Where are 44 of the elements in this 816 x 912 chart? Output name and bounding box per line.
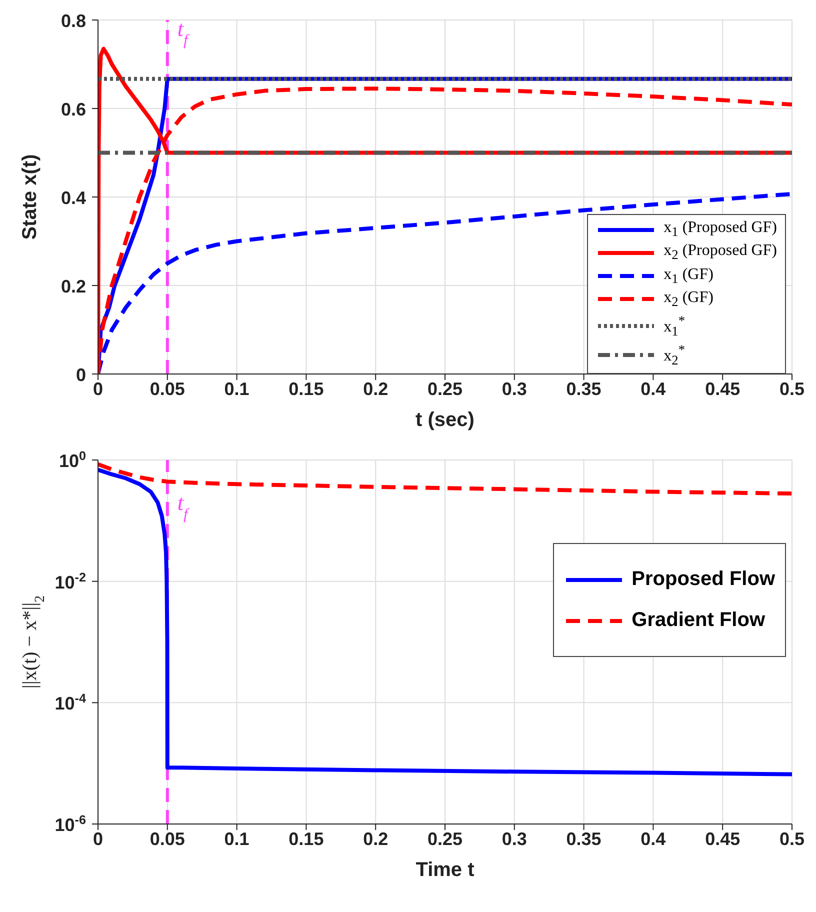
legend-label: Gradient Flow	[632, 609, 765, 632]
x-tick-label: 0.3	[502, 828, 527, 849]
x-axis-title: t (sec)	[416, 409, 474, 431]
x-tick-label: 0.2	[363, 828, 388, 849]
x-tick-label: 0	[92, 378, 104, 399]
x-tick-label: 0.4	[640, 828, 666, 849]
y-tick-label: 0.8	[60, 11, 86, 31]
x-tick-label: 0.1	[224, 378, 250, 399]
x-tick-label: 0.05	[150, 828, 185, 849]
y-tick-label: 0	[76, 365, 86, 385]
x-tick-label: 0.3	[502, 378, 527, 399]
y-axis-title: State x(t)	[19, 154, 41, 240]
x-tick-label: 0.35	[566, 378, 602, 399]
x-tick-label: 0.25	[427, 378, 463, 399]
legend-label: x$_{2}$ (GF)	[664, 288, 714, 311]
x-tick-label: 0.2	[363, 378, 388, 399]
x-tick-label: 0.15	[288, 828, 324, 849]
legend-label: x$_{2}$ (Proposed GF)	[664, 241, 777, 265]
x-tick-label: 0.4	[640, 378, 666, 399]
x-tick-label: 0.05	[150, 378, 185, 399]
x-tick-label: 0.35	[566, 828, 602, 849]
y-tick-label: 10$^{0}$	[58, 449, 86, 471]
x-tick-label: 0.5	[779, 828, 805, 849]
y-tick-label: 0.6	[60, 100, 86, 120]
y-tick-label: 0.2	[60, 276, 86, 296]
line-series	[98, 462, 792, 496]
y-tick-label: 10$^{-6}$	[54, 813, 86, 835]
y-tick-label: 0.4	[60, 188, 86, 208]
x-tick-label: 0.45	[705, 828, 740, 849]
ref-line-label: t$_{f}$	[177, 490, 191, 522]
x-tick-label: 0.1	[224, 828, 250, 849]
x-tick-label: 0.15	[288, 378, 324, 399]
x-tick-label: 0.45	[705, 378, 740, 399]
x-tick-label: 0	[92, 828, 104, 849]
y-tick-label: 10$^{-4}$	[54, 692, 86, 714]
x-axis-title: Time t	[416, 859, 475, 881]
y-tick-label: 10$^{-2}$	[54, 570, 86, 592]
legend-label: x$_{1}$ (GF)	[664, 264, 714, 288]
legend-label: x$_{1}$ (Proposed GF)	[664, 218, 777, 242]
ref-line-label: t$_{f}$	[177, 16, 191, 48]
line-series	[98, 468, 792, 776]
legend-label: Proposed Flow	[632, 568, 775, 591]
x-tick-label: 0.25	[427, 828, 463, 849]
x-tick-label: 0.5	[779, 378, 805, 399]
